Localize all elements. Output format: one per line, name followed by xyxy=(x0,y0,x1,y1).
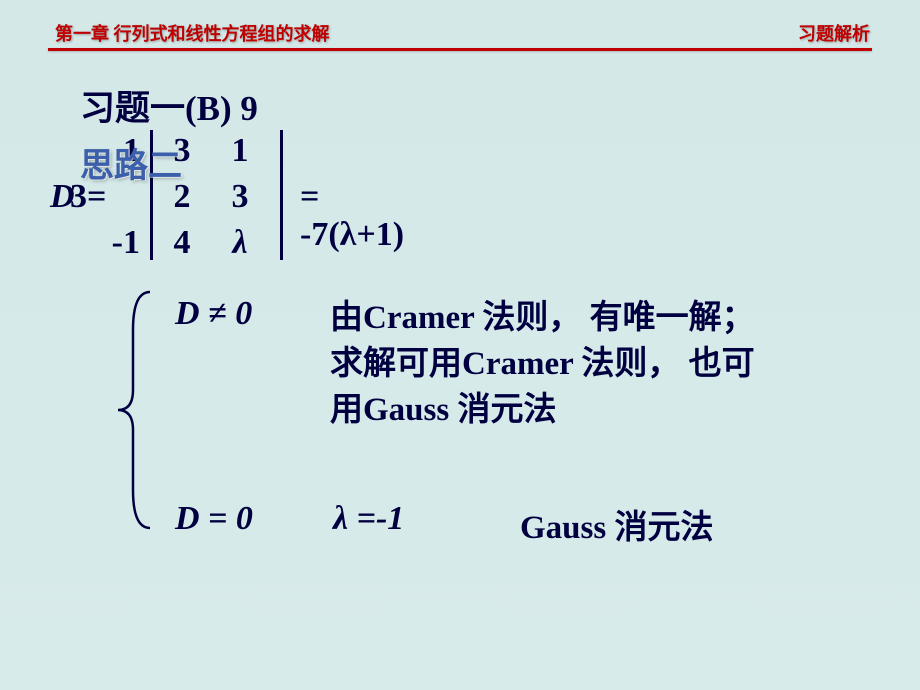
brace-icon xyxy=(115,290,155,530)
approach-label: 思路二 xyxy=(80,138,182,187)
matrix-r3c3: λ xyxy=(220,224,260,262)
case1-line3: 用Gauss 消元法 xyxy=(330,392,556,428)
page-label: 习题解析 xyxy=(798,20,870,46)
slide-content: 习题一(B) 9 思路二 D 3= 1 3 1 2 3 -1 4 λ = -7(… xyxy=(50,80,870,139)
matrix-r3c2: 4 xyxy=(162,224,202,262)
case2-condition: D = 0 xyxy=(175,500,253,538)
det-result: = -7(λ+1) xyxy=(300,178,404,254)
case1-line1: 由Cramer 法则， 有唯一解； xyxy=(330,300,755,336)
case2-lambda: λ =-1 xyxy=(333,500,404,538)
chapter-title: 第一章 行列式和线性方程组的求解 xyxy=(55,20,330,46)
exercise-title: 习题一(B) 9 xyxy=(80,80,870,131)
matrix-r3c1: -1 xyxy=(80,224,140,262)
case2-method: Gauss 消元法 xyxy=(520,500,713,548)
matrix-r1c3: 1 xyxy=(220,132,260,170)
det-result-text: = -7(λ+1) xyxy=(300,178,404,253)
case1-condition: D ≠ 0 xyxy=(175,295,252,333)
header-divider xyxy=(48,48,872,51)
case1-line2: 求解可用Cramer 法则， 也可 xyxy=(330,346,755,382)
det-bar-right xyxy=(280,130,283,260)
matrix-r2c3: 3 xyxy=(220,178,260,216)
case1-description: 由Cramer 法则， 有唯一解； 求解可用Cramer 法则， 也可 用Gau… xyxy=(330,295,850,434)
